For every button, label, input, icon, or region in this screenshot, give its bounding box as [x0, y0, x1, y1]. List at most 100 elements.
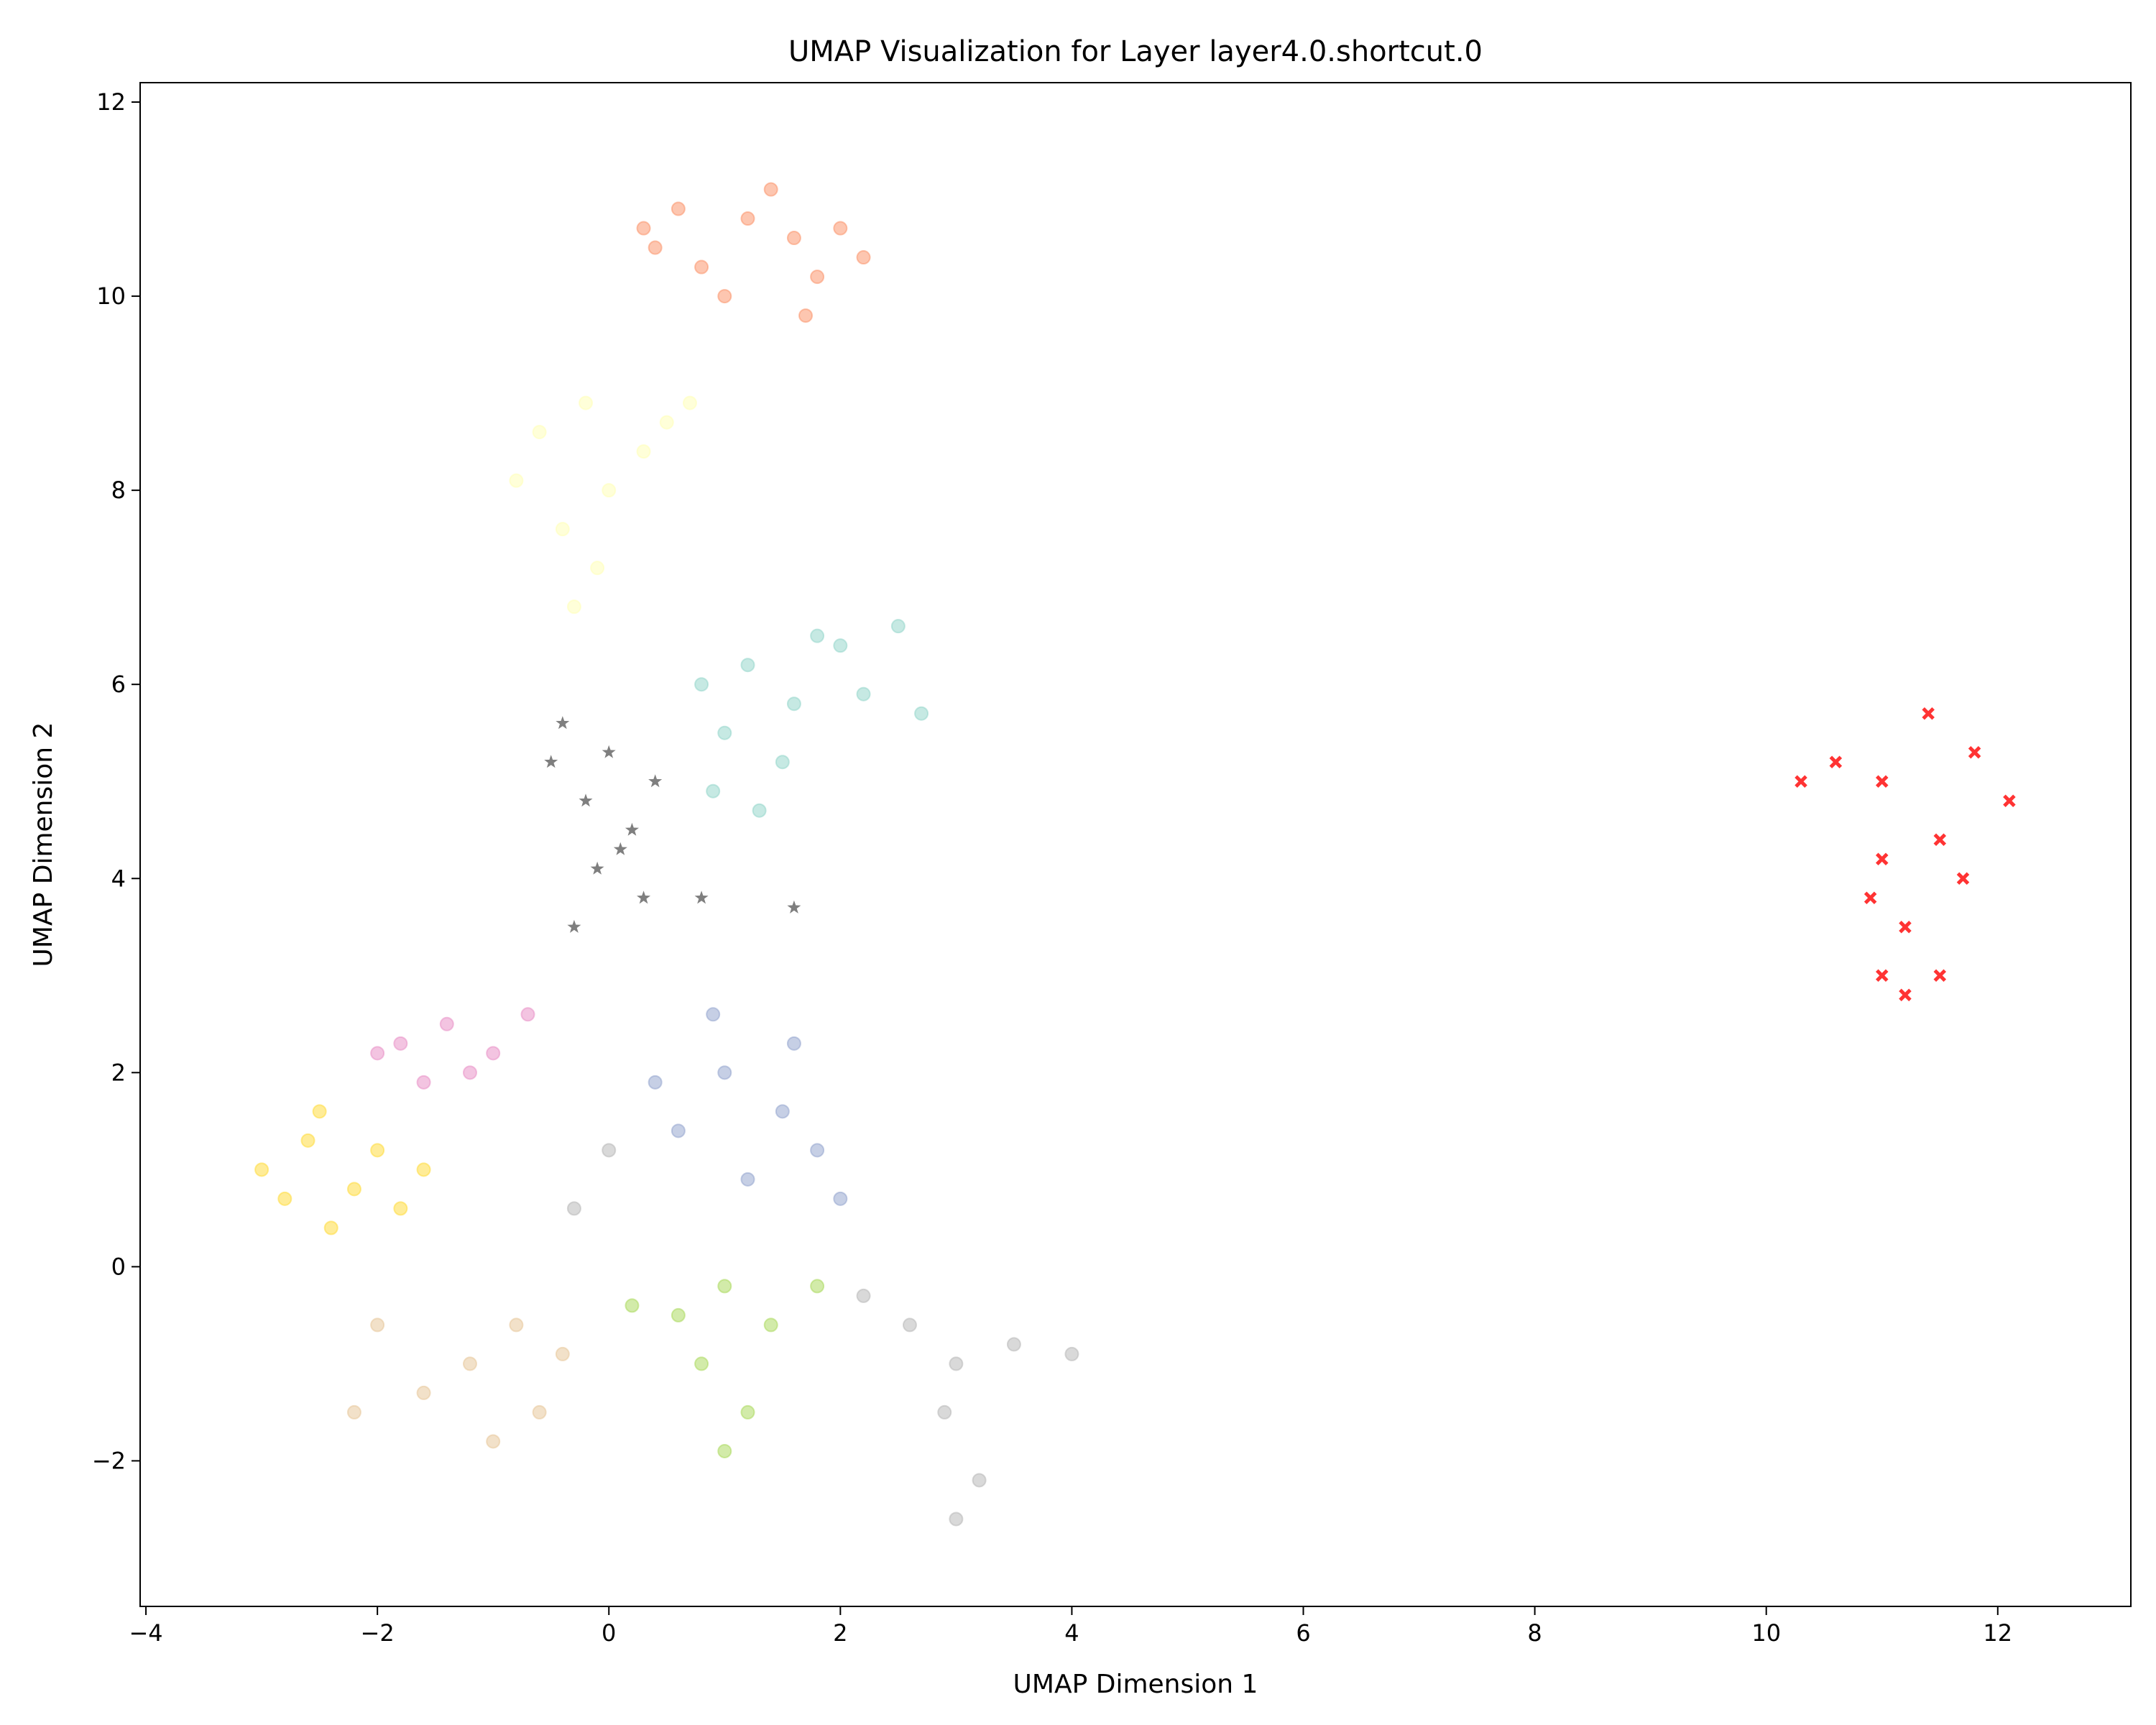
series-yellow-cluster [254, 1104, 431, 1236]
y-tick-label: 8 [111, 477, 126, 504]
scatter-point [486, 1046, 501, 1061]
x-tick-label: −2 [361, 1619, 395, 1647]
scatter-point [277, 1191, 292, 1206]
series-black-cluster [544, 716, 801, 933]
scatter-point [566, 599, 581, 615]
series-blue-cluster [648, 1007, 848, 1206]
scatter-point [462, 1065, 477, 1080]
scatter-point [486, 1434, 501, 1449]
scatter-point [590, 561, 605, 576]
scatter-point [520, 1007, 535, 1022]
scatter-point [625, 822, 639, 836]
scatter-point [810, 628, 825, 643]
x-tick-label: 12 [1983, 1619, 2012, 1647]
scatter-point [312, 1104, 327, 1119]
scatter-point [763, 182, 778, 197]
scatter-point [694, 259, 709, 275]
series-green-cluster [625, 1279, 825, 1458]
scatter-point [1933, 969, 1947, 983]
series-orange-cluster [636, 182, 871, 323]
scatter-point [1899, 921, 1912, 934]
scatter-point [798, 308, 814, 323]
x-tick-label: 8 [1527, 1619, 1542, 1647]
y-tick-label: 10 [96, 282, 126, 310]
scatter-point [416, 1162, 431, 1177]
scatter-point [346, 1404, 361, 1420]
scatter-point [532, 1404, 547, 1420]
scatter-point [810, 1143, 825, 1158]
scatter-point [648, 240, 663, 255]
scatter-point [393, 1036, 408, 1051]
scatter-point [740, 1172, 755, 1187]
scatter-point [636, 444, 651, 459]
scatter-point [648, 1075, 663, 1090]
scatter-point [671, 201, 686, 216]
y-tick-label: 4 [111, 865, 126, 892]
scatter-point [254, 1162, 270, 1177]
scatter-point [856, 686, 871, 702]
scatter-point [890, 619, 906, 634]
scatter-point [602, 1143, 617, 1158]
scatter-point [370, 1046, 385, 1061]
scatter-point [694, 891, 709, 904]
scatter-point [370, 1317, 385, 1333]
scatter-point [949, 1356, 964, 1371]
scatter-point [786, 696, 801, 712]
scatter-point [763, 1317, 778, 1333]
scatter-point [786, 231, 801, 246]
scatter-point [787, 900, 801, 914]
scatter-point [462, 1356, 477, 1371]
scatter-point [1968, 745, 1981, 759]
scatter-point [439, 1016, 454, 1031]
scatter-point [300, 1133, 315, 1148]
scatter-point [579, 395, 594, 410]
scatter-point [636, 221, 651, 236]
points-layer [254, 182, 2016, 1527]
scatter-point [717, 289, 732, 304]
scatter-point [625, 1298, 640, 1313]
scatter-point [555, 522, 570, 537]
scatter-point [566, 1201, 581, 1216]
scatter-point [416, 1385, 431, 1400]
scatter-point [775, 1104, 790, 1119]
y-tick-label: −2 [92, 1447, 126, 1474]
scatter-point [740, 1404, 755, 1420]
scatter-point [1006, 1337, 1021, 1352]
scatter-point [509, 473, 524, 488]
x-tick-label: 10 [1751, 1619, 1781, 1647]
y-axis-ticks: −2 0 2 4 6 8 10 12 [92, 88, 140, 1474]
scatter-point [833, 1191, 848, 1206]
scatter-point [914, 706, 929, 721]
x-tick-label: 0 [602, 1619, 616, 1647]
scatter-point [856, 1288, 871, 1303]
series-tan-cluster [346, 1317, 570, 1449]
y-tick-label: 6 [111, 671, 126, 698]
y-axis-label: UMAP Dimension 2 [29, 722, 58, 967]
scatter-point [1875, 969, 1889, 983]
y-tick-label: 12 [96, 88, 126, 116]
scatter-point [810, 270, 825, 285]
scatter-point [972, 1473, 987, 1488]
scatter-point [346, 1182, 361, 1197]
scatter-point [833, 638, 848, 653]
y-tick-label: 0 [111, 1253, 126, 1280]
scatter-point [556, 716, 570, 730]
scatter-point [740, 211, 755, 226]
scatter-point [694, 677, 709, 692]
x-tick-label: 2 [833, 1619, 847, 1647]
scatter-point [1064, 1346, 1079, 1361]
scatter-point [706, 783, 721, 799]
scatter-point [648, 774, 663, 788]
scatter-point [833, 221, 848, 236]
scatter-point [579, 794, 593, 807]
scatter-point [856, 250, 871, 265]
scatter-point [740, 658, 755, 673]
scatter-point [659, 415, 674, 430]
scatter-point [2003, 794, 2016, 808]
scatter-point [1795, 775, 1807, 788]
scatter-point [717, 725, 732, 740]
scatter-point [1829, 755, 1843, 768]
y-tick-label: 2 [111, 1059, 126, 1086]
